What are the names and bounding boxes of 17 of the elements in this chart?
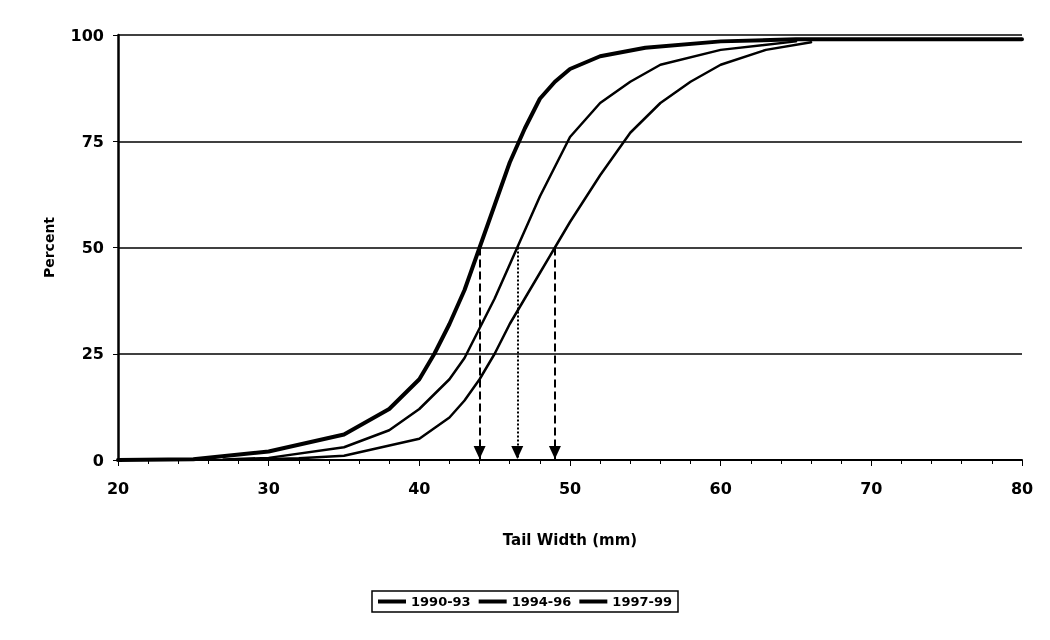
x-tick-label: 80 — [1010, 478, 1034, 498]
x-axis-title: Tail Width (mm) — [502, 530, 638, 549]
y-tick-label: 75 — [81, 131, 104, 151]
x-tick-label: 20 — [106, 478, 130, 498]
x-tick-label: 30 — [257, 478, 280, 498]
legend-label: 1990-93 — [411, 594, 471, 609]
x-tick-label: 70 — [860, 478, 883, 498]
x-tick-label: 60 — [709, 478, 732, 498]
y-tick-label: 50 — [81, 238, 104, 257]
legend-label: 1994-96 — [511, 594, 572, 609]
y-axis-title: Percent — [41, 216, 57, 279]
y-tick-label: 100 — [70, 25, 104, 45]
x-tick-label: 40 — [408, 478, 431, 498]
x-tick-label: 50 — [558, 478, 582, 498]
y-tick-label: 25 — [81, 344, 104, 364]
y-tick-label: 0 — [92, 450, 104, 470]
legend-label: 1997-99 — [612, 594, 673, 609]
